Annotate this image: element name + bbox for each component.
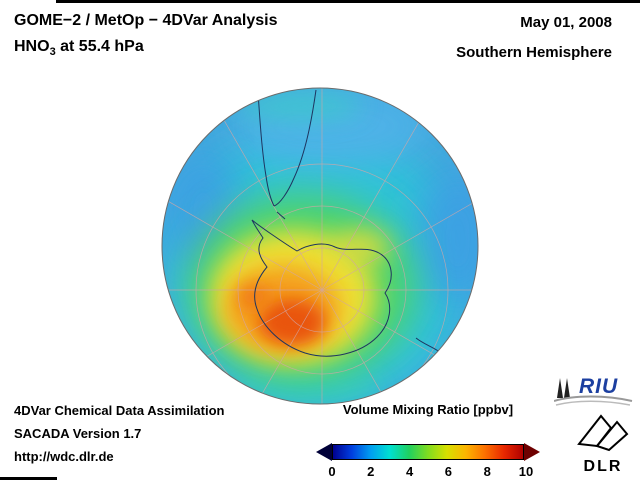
colorbar-tick-3: 6 [444,464,453,479]
colorbar-tick-4: 8 [483,464,491,479]
species-prefix: HNO [14,38,50,55]
colorbar-tick-1: 2 [367,464,375,479]
riu-logo-glyph [554,378,633,406]
riu-logo: RIU [554,374,636,410]
colorbar-bar [316,443,540,461]
url-label: http://wdc.dlr.de [14,449,114,464]
dlr-logo-text: DLR [583,458,623,475]
date-label: May 01, 2008 [520,14,612,31]
colorbar-gradient [332,444,524,460]
colorbar-tick-0: 0 [328,464,336,479]
dlr-logo-glyph [577,414,629,452]
coastlines [251,89,478,372]
colorbar-right-arrow [524,443,540,461]
colorbar: Volume Mixing Ratio [ppbv] 0 2 4 6 8 10 [316,402,540,479]
colorbar-ticks: 0 2 4 6 8 10 [328,464,533,479]
dlr-logo: DLR [574,412,632,476]
top-frame-line [56,0,640,3]
colorbar-tick-5: 10 [518,464,534,479]
colorbar-left-arrow [316,443,332,461]
graticule [162,88,478,404]
plot-title: GOME−2 / MetOp − 4DVar Analysis [14,12,278,29]
bottom-frame-line [0,477,57,480]
riu-logo-text: RIU [579,375,619,398]
version-label: SACADA Version 1.7 [14,426,142,441]
hemisphere-label: Southern Hemisphere [456,44,612,61]
plot-species-level: HNO3 at 55.4 hPa [14,38,144,58]
assimilation-label: 4DVar Chemical Data Assimilation [14,403,225,418]
species-subscript: 3 [49,46,56,59]
colorbar-title: Volume Mixing Ratio [ppbv] [342,402,514,417]
colorbar-tick-2: 4 [405,464,414,479]
species-suffix: at 55.4 hPa [55,38,144,55]
